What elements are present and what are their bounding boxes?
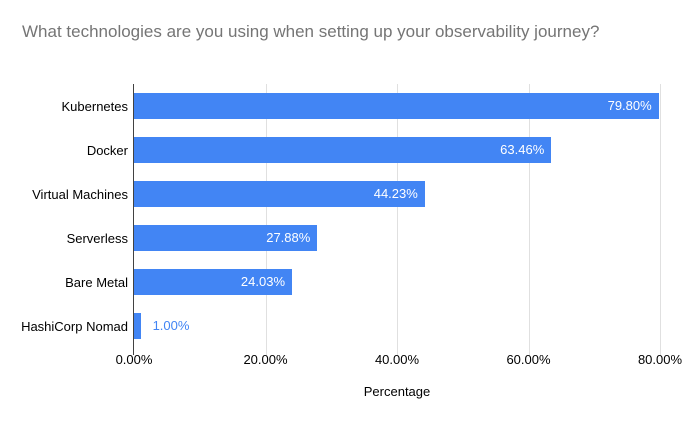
bar-row: Serverless 27.88% [0,216,683,260]
plot-area: Kubernetes 79.80% Docker 63.46% Virtual Mach… [0,84,683,355]
bar [134,225,318,251]
x-axis-title: Percentage [363,384,431,399]
bar-value-label: 79.80% [607,98,652,113]
bar-track: 27.88% [134,225,660,251]
gridline [265,84,267,355]
x-tick-label: 80.00% [637,352,683,367]
bar-track: 44.23% [134,181,660,207]
chart-title: What technologies are you using when set… [22,22,600,41]
bar-track: 79.80% [134,93,660,119]
gridline [528,84,530,355]
bar-value-label: 63.46% [500,142,545,157]
bar-value-label: 27.88% [266,230,311,245]
bar-track: 1.00% [134,313,660,339]
x-tick-label: 0.00% [115,352,153,367]
bar [134,269,292,295]
x-tick-label: 40.00% [374,352,420,367]
x-axis-tick-labels: 0.00% 20.00% 40.00% 60.00% 80.00% [116,352,682,368]
bar [134,181,425,207]
bar-row: Virtual Machines 44.23% [0,172,683,216]
bar [134,93,659,119]
x-tick-label: 60.00% [506,352,551,367]
bar [134,313,141,339]
bar-row: HashiCorp Nomad 1.00% [0,304,683,348]
bar-row: Kubernetes 79.80% [0,84,683,128]
gridlines-layer [133,84,661,355]
category-label: Kubernetes [61,98,129,114]
bar [134,137,552,163]
category-label: HashiCorp Nomad [21,318,128,334]
bar-value-label: 44.23% [373,186,418,201]
gridline [660,84,661,355]
category-label: Serverless [66,230,128,246]
x-tick-label: 20.00% [243,352,288,367]
category-label: Docker [86,142,128,158]
bar-row: Bare Metal 24.03% [0,260,683,304]
bar-track: 24.03% [134,269,660,295]
gridline [397,84,398,355]
bar-value-label: 24.03% [240,274,285,289]
category-label: Virtual Machines [32,186,128,202]
bars-layer: Kubernetes 79.80% Docker 63.46% Virtual Mach… [0,84,683,348]
category-label: Bare Metal [65,274,128,290]
y-axis-line [133,84,134,355]
bar-row: Docker 63.46% [0,128,683,172]
bar-track: 63.46% [134,137,660,163]
bar-value-label: 1.00% [152,318,190,333]
